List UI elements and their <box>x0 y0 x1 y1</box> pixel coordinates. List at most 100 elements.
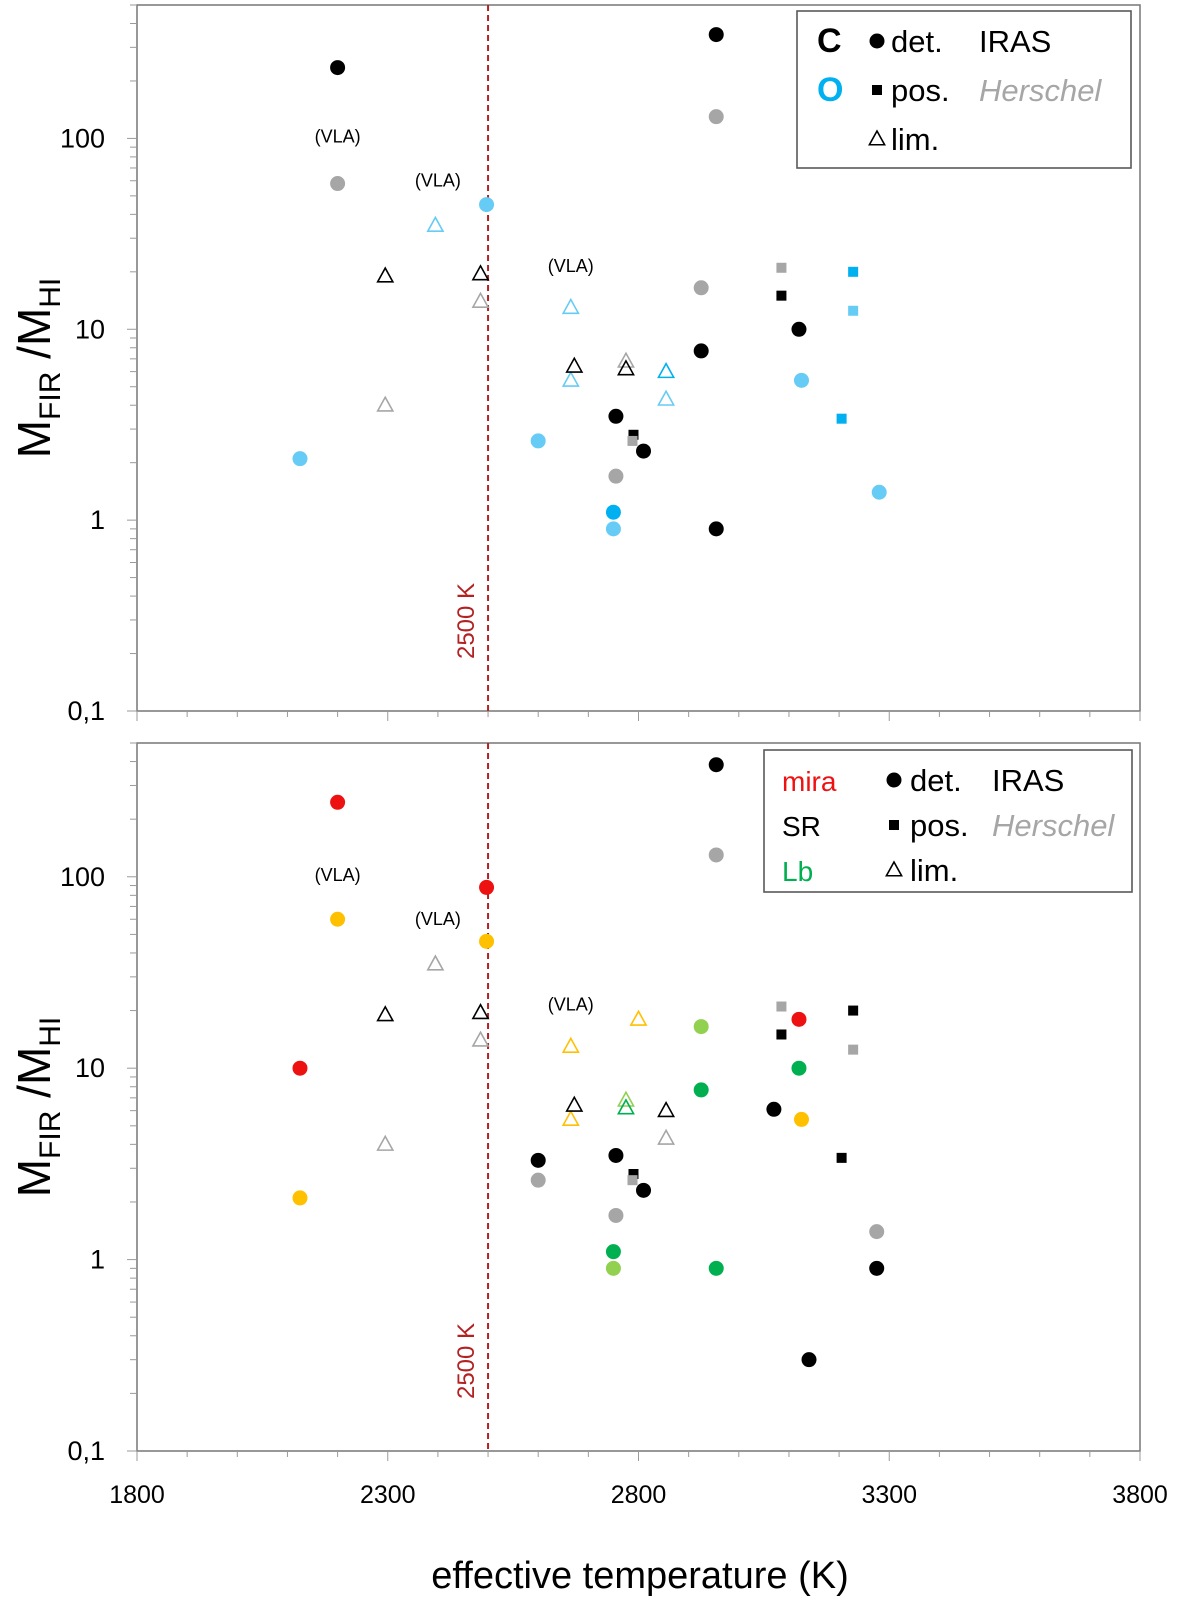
y-axis-label: MFIR /MHI <box>8 1017 67 1198</box>
data-point-circle <box>766 1101 782 1117</box>
vla-annotation: (VLA) <box>548 995 594 1015</box>
data-point-circle <box>791 1060 807 1076</box>
data-point-circle <box>605 521 621 537</box>
data-point-circle <box>871 484 887 500</box>
data-point-circle <box>608 1207 624 1223</box>
data-point-circle <box>693 343 709 359</box>
y-tick-label: 100 <box>60 123 105 153</box>
y-tick-label: 0,1 <box>67 1436 105 1466</box>
data-point-circle <box>801 1352 817 1368</box>
legend-marker-triangle <box>885 860 903 877</box>
data-point-triangle <box>561 1036 580 1053</box>
legend-source: Herschel <box>992 808 1115 843</box>
data-point-square <box>848 305 859 316</box>
y-tick-label: 10 <box>75 1053 105 1083</box>
data-point-triangle <box>617 359 635 376</box>
data-point-circle <box>292 1190 308 1206</box>
legend-text: pos. <box>910 808 969 843</box>
legend-box <box>763 749 1133 893</box>
data-point-triangle <box>657 1100 676 1118</box>
data-point-circle <box>693 280 709 296</box>
data-point-circle <box>530 433 546 449</box>
y-label-sub: HI <box>34 278 67 308</box>
y-tick-label: 1 <box>90 1245 105 1275</box>
data-point-square <box>627 435 638 446</box>
data-point-circle <box>292 451 308 467</box>
data-point-circle <box>530 1172 546 1188</box>
data-point-circle <box>708 757 724 773</box>
vla-annotation: (VLA) <box>315 127 361 147</box>
data-point-triangle <box>657 361 676 379</box>
y-label-sub: HI <box>34 1017 67 1047</box>
data-point-square <box>836 1152 847 1163</box>
data-point-triangle <box>565 1095 584 1112</box>
data-point-triangle <box>426 215 445 232</box>
data-point-square <box>848 266 859 277</box>
data-point-triangle <box>565 356 584 373</box>
x-tick-label: 1800 <box>109 1481 165 1509</box>
data-point-square <box>848 1005 859 1016</box>
y-tick-label: 10 <box>75 314 105 344</box>
legend-key: Lb <box>782 856 813 887</box>
legend-marker-square <box>872 85 882 95</box>
data-point-triangle <box>657 1128 676 1145</box>
data-point-square <box>776 290 787 301</box>
data-point-circle <box>479 879 495 895</box>
data-point-circle <box>330 911 346 927</box>
data-point-circle <box>605 1244 621 1260</box>
data-point-circle <box>479 197 495 213</box>
data-point-triangle <box>471 264 490 281</box>
data-point-circle <box>693 1019 709 1035</box>
data-point-square <box>848 1044 859 1055</box>
vla-annotation: (VLA) <box>415 909 461 929</box>
data-point-circle <box>605 1260 621 1276</box>
data-point-square <box>836 413 847 424</box>
legend-key: SR <box>782 811 821 842</box>
legend-marker-triangle <box>868 129 886 146</box>
data-point-circle <box>530 1152 546 1168</box>
data-point-circle <box>608 408 624 424</box>
data-point-triangle <box>376 395 395 412</box>
data-point-circle <box>292 1060 308 1076</box>
y-tick-label: 0,1 <box>67 696 105 726</box>
data-point-circle <box>791 1011 807 1027</box>
y-label-main: M <box>8 420 60 458</box>
legend-marker-circle <box>869 33 885 49</box>
data-point-circle <box>330 176 346 192</box>
data-point-triangle <box>561 1109 580 1126</box>
legend-source: IRAS <box>992 763 1064 798</box>
data-point-triangle <box>617 1098 635 1115</box>
data-point-circle <box>793 1111 809 1127</box>
data-point-square <box>628 1169 639 1180</box>
data-point-circle <box>793 372 809 388</box>
y-label-main: M <box>8 1159 60 1197</box>
vla-annotation: (VLA) <box>548 256 594 276</box>
data-point-square <box>627 1175 638 1186</box>
legend-text: det. <box>910 763 962 798</box>
legend-text: pos. <box>891 73 950 108</box>
x-tick-label: 2800 <box>611 1481 667 1509</box>
x-tick-label: 3800 <box>1112 1481 1168 1509</box>
x-tick-label: 3300 <box>861 1481 917 1509</box>
y-label-slash: /M <box>8 1047 60 1111</box>
data-point-circle <box>708 847 724 863</box>
legend-text: lim. <box>910 853 958 888</box>
data-point-triangle <box>376 266 395 283</box>
data-point-triangle <box>471 291 490 308</box>
x-tick-label: 2300 <box>360 1481 416 1509</box>
data-point-circle <box>791 321 807 337</box>
data-point-circle <box>608 1147 624 1163</box>
data-point-triangle <box>617 1090 635 1107</box>
data-point-triangle <box>657 389 676 406</box>
data-point-triangle <box>376 1134 395 1151</box>
x-axis-label: effective temperature (K) <box>431 1555 848 1597</box>
data-point-circle <box>869 1224 885 1240</box>
data-point-square <box>776 1029 787 1040</box>
data-point-circle <box>330 60 346 76</box>
data-point-circle <box>869 1260 885 1276</box>
vla-annotation: (VLA) <box>415 170 461 190</box>
legend-key: C <box>817 22 842 60</box>
data-point-square <box>776 262 787 273</box>
legend-text: det. <box>891 24 943 59</box>
